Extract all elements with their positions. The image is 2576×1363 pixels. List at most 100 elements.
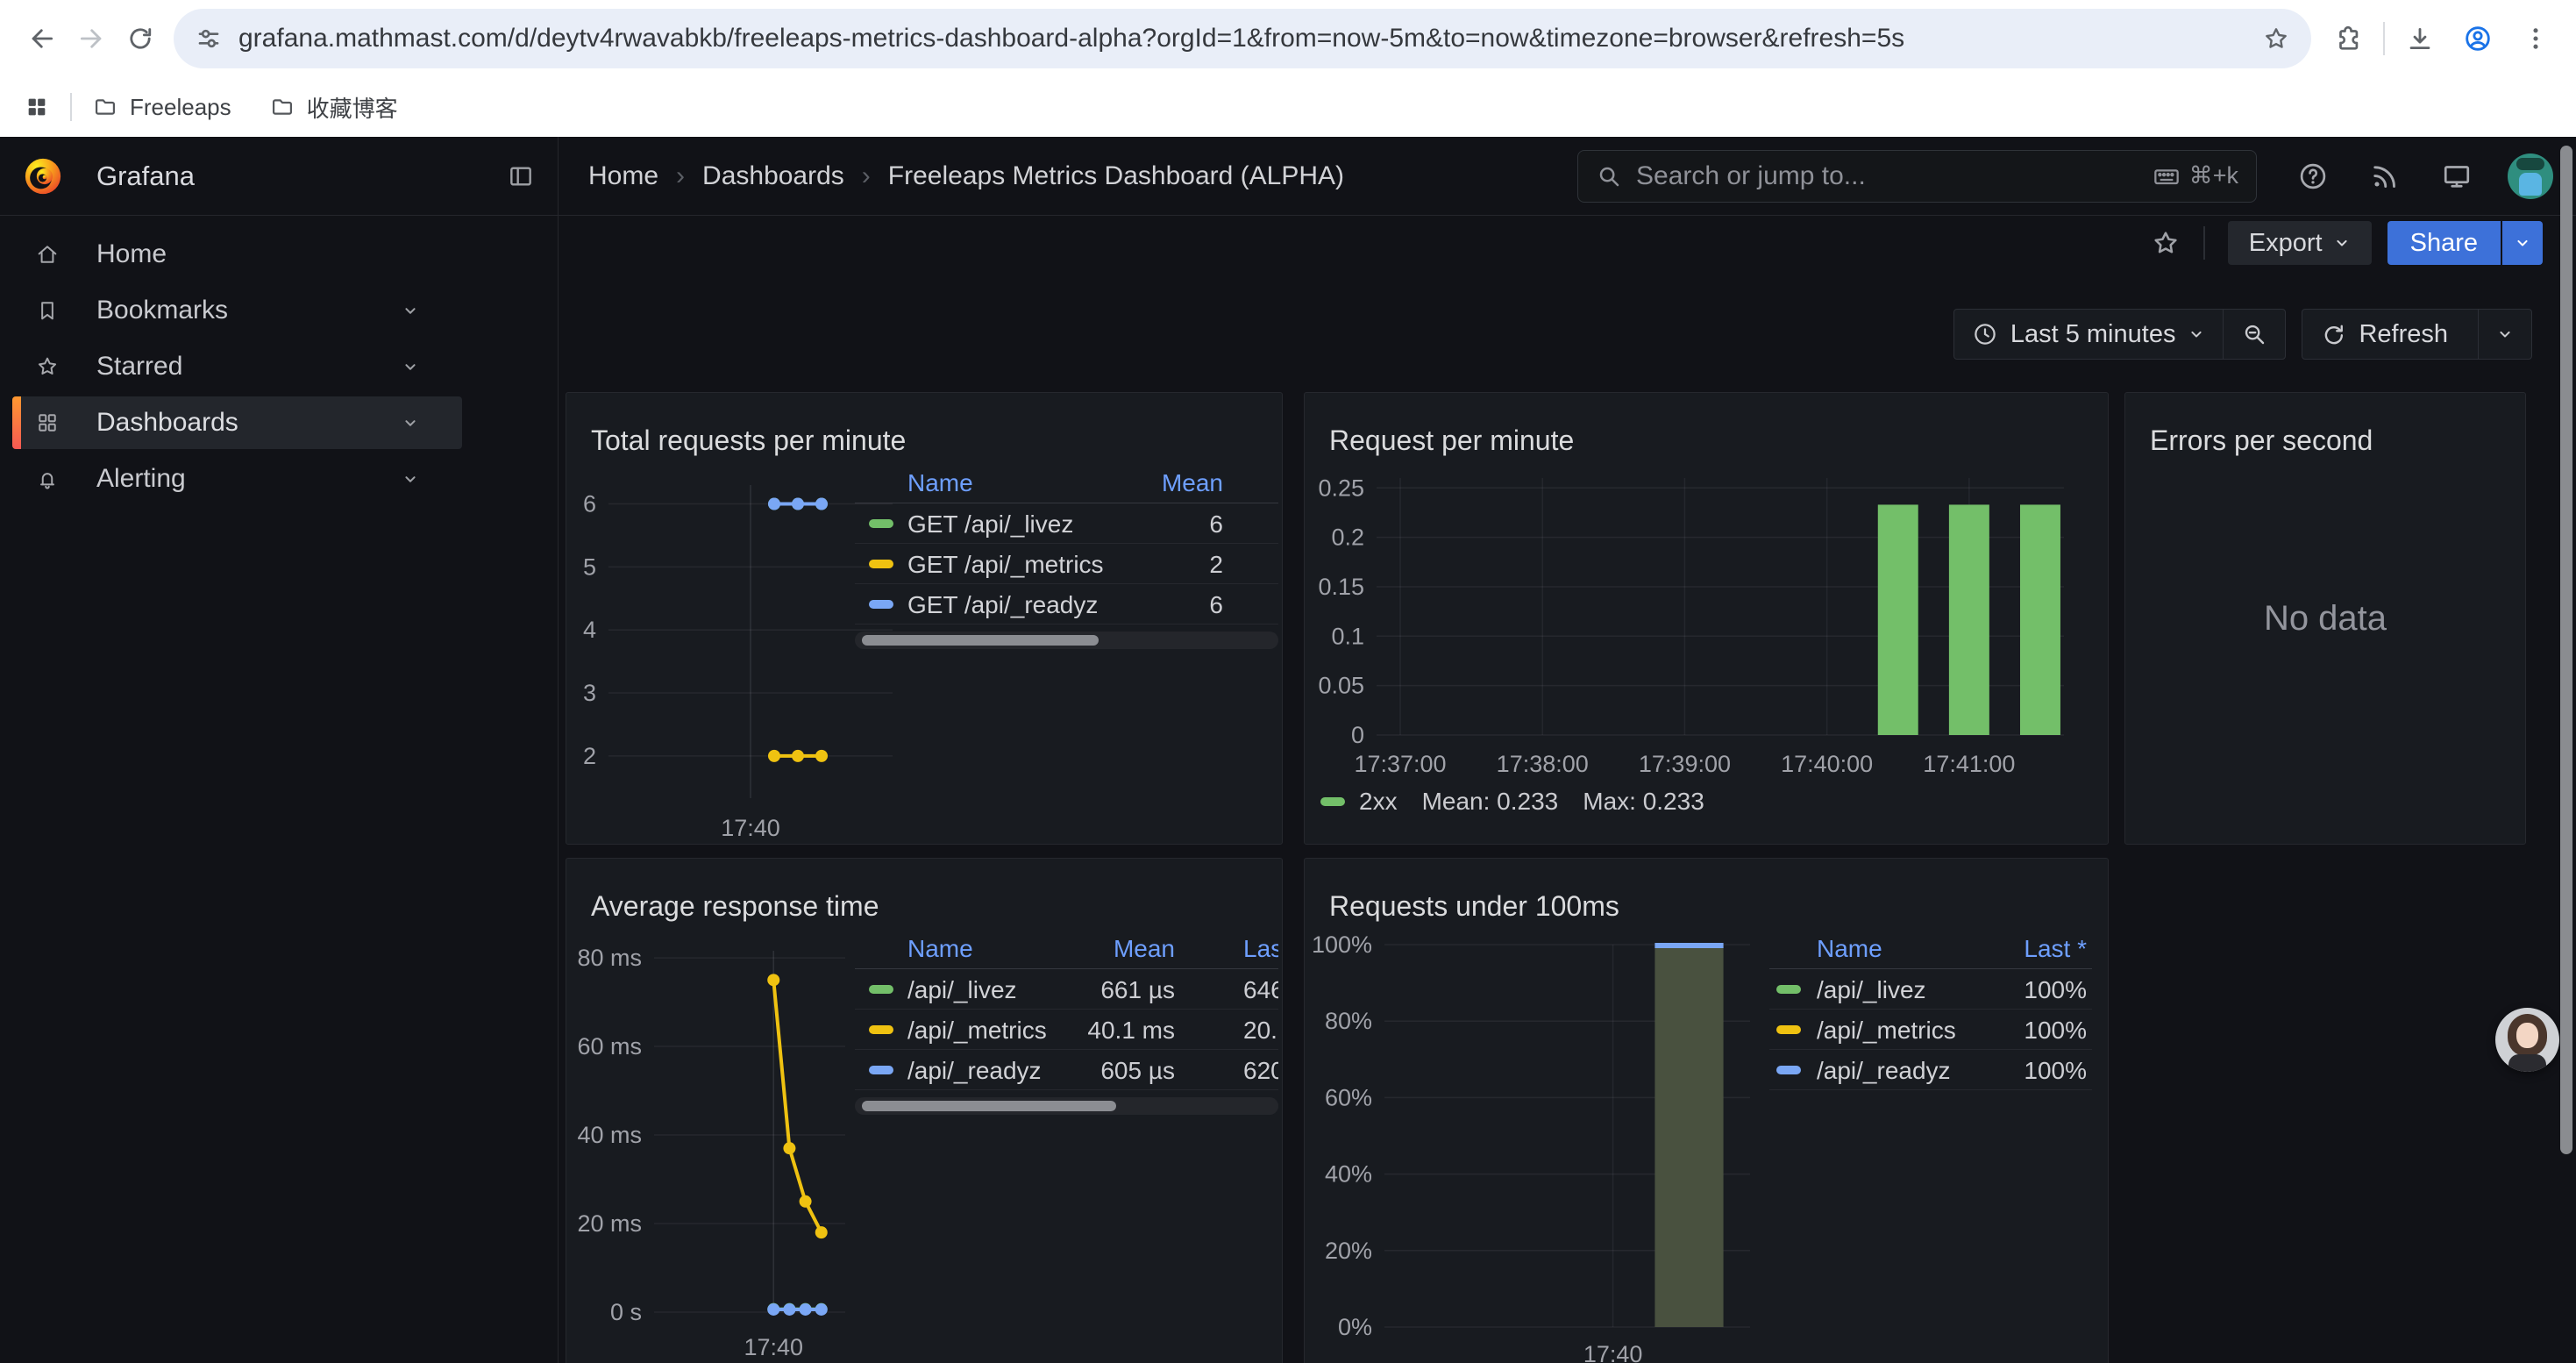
sidebar-item-label: Alerting [96, 464, 186, 494]
legend-scrollbar-thumb[interactable] [862, 1101, 1116, 1111]
sidebar-item-starred[interactable]: Starred [12, 340, 462, 393]
chevron-down-icon[interactable] [401, 469, 420, 489]
column-header[interactable]: Las [1243, 935, 1278, 963]
series-name[interactable]: GET /api/_metrics [907, 551, 1104, 579]
panel-request-per-minute[interactable]: Request per minute 00.050.10.150.20.2517… [1304, 392, 2109, 845]
column-header[interactable]: Mean [1114, 935, 1175, 963]
breadcrumb-item[interactable]: Freeleaps Metrics Dashboard (ALPHA) [888, 161, 1344, 191]
downloads-icon[interactable] [2397, 14, 2443, 63]
series-name[interactable]: /api/_readyz [1817, 1057, 1951, 1085]
sidebar-item-home[interactable]: Home [12, 228, 462, 281]
search-icon [1596, 163, 1622, 189]
collapse-sidebar-icon[interactable] [507, 162, 535, 190]
help-icon[interactable] [2297, 161, 2329, 192]
back-icon[interactable] [18, 14, 67, 63]
reload-icon[interactable] [116, 14, 165, 63]
legend-row[interactable]: /api/_livez661 µs646 [855, 969, 1278, 1010]
series-color-chip [1776, 985, 1801, 994]
column-header[interactable]: Name [907, 935, 973, 963]
sidebar-item-dashboards[interactable]: Dashboards [12, 396, 462, 449]
svg-text:5: 5 [583, 553, 596, 580]
bookmark-page-star-icon[interactable] [2262, 25, 2290, 53]
svg-text:17:40:00: 17:40:00 [1781, 751, 1873, 777]
svg-text:17:39:00: 17:39:00 [1639, 751, 1731, 777]
series-color-chip [869, 519, 893, 528]
favorite-star-icon[interactable] [2151, 228, 2181, 258]
column-header[interactable]: Name [907, 469, 973, 497]
legend-row[interactable]: /api/_readyz100% [1769, 1050, 2092, 1090]
chart-canvas: 00.050.10.150.20.2517:37:0017:38:0017:39… [1305, 393, 2110, 846]
user-avatar[interactable] [2508, 153, 2553, 199]
panel-total-requests-per-minute[interactable]: Total requests per minute 6543217:40 Nam… [566, 392, 1283, 845]
breadcrumb-item[interactable]: Dashboards [702, 161, 844, 191]
legend-row[interactable]: GET /api/_livez6 [855, 503, 1278, 544]
apps-grid-icon[interactable] [25, 95, 49, 119]
no-data-message-wrap: No data [2125, 393, 2525, 844]
share-menu-button[interactable] [2502, 221, 2543, 265]
share-button[interactable]: Share [2387, 221, 2501, 265]
breadcrumb-item[interactable]: Home [588, 161, 658, 191]
series-name[interactable]: /api/_metrics [907, 1017, 1047, 1045]
bookmark-label: 收藏博客 [307, 91, 398, 124]
kiosk-monitor-icon[interactable] [2441, 161, 2473, 192]
legend-scrollbar[interactable] [855, 632, 1278, 649]
series-name[interactable]: /api/_livez [907, 976, 1017, 1004]
legend-row[interactable]: GET /api/_readyz6 [855, 584, 1278, 624]
series-name[interactable]: /api/_metrics [1817, 1017, 1956, 1045]
refresh-interval-button[interactable] [2478, 310, 2531, 359]
address-bar[interactable]: grafana.mathmast.com/d/deytv4rwavabkb/fr… [174, 9, 2311, 68]
legend-row[interactable]: /api/_livez100% [1769, 969, 2092, 1010]
extensions-icon[interactable] [2325, 14, 2371, 63]
profile-icon[interactable] [2455, 14, 2501, 63]
floating-assistant-avatar[interactable] [2495, 1008, 2559, 1072]
legend-row[interactable]: GET /api/_metrics2 [855, 544, 1278, 584]
bookmarks-bar: Freeleaps 收藏博客 [0, 77, 2576, 137]
legend-row[interactable]: /api/_readyz605 µs620 [855, 1050, 1278, 1090]
avatar-graphic [2516, 158, 2544, 170]
zoom-out-button[interactable] [2223, 310, 2285, 359]
panel-requests-under-100ms[interactable]: Requests under 100ms 0%20%40%60%80%100%1… [1304, 858, 2109, 1363]
series-name[interactable]: 2xx [1359, 788, 1398, 816]
svg-text:80%: 80% [1325, 1008, 1372, 1034]
chevron-down-icon[interactable] [401, 413, 420, 432]
page-scrollbar[interactable] [2560, 146, 2572, 1154]
column-header[interactable]: Mean [1162, 469, 1223, 497]
breadcrumb-separator: › [676, 161, 685, 191]
column-header[interactable]: Last * [2024, 935, 2087, 963]
avatar-graphic [2508, 1054, 2546, 1072]
url-text[interactable]: grafana.mathmast.com/d/deytv4rwavabkb/fr… [238, 24, 2250, 54]
legend-row[interactable]: /api/_metrics100% [1769, 1010, 2092, 1050]
sidebar-item-alerting[interactable]: Alerting [12, 453, 462, 505]
time-range-picker[interactable]: Last 5 minutes [1954, 310, 2224, 359]
bookmark-folder-freeleaps[interactable]: Freeleaps [93, 94, 231, 121]
chevron-down-icon[interactable] [401, 357, 420, 376]
bookmark-folder-blogs[interactable]: 收藏博客 [270, 91, 398, 124]
forward-icon[interactable] [67, 14, 116, 63]
panel-errors-per-second[interactable]: Errors per second No data [2124, 392, 2526, 845]
search-input[interactable]: Search or jump to... ⌘+k [1577, 150, 2257, 203]
series-name[interactable]: /api/_readyz [907, 1057, 1042, 1085]
news-rss-icon[interactable] [2369, 161, 2401, 192]
svg-text:60 ms: 60 ms [577, 1033, 642, 1060]
series-color-chip [869, 1025, 893, 1034]
star-icon [35, 354, 60, 379]
panel-average-response-time[interactable]: Average response time 80 ms60 ms40 ms20 … [566, 858, 1283, 1363]
legend-scrollbar-thumb[interactable] [862, 635, 1099, 646]
browser-menu-icon[interactable] [2513, 14, 2558, 63]
legend-row[interactable]: /api/_metrics40.1 ms20.5 m [855, 1010, 1278, 1050]
export-button[interactable]: Export [2228, 221, 2372, 265]
svg-text:2: 2 [583, 743, 596, 769]
legend-scrollbar[interactable] [855, 1097, 1278, 1115]
grafana-logo[interactable] [23, 156, 63, 196]
sidebar-item-bookmarks[interactable]: Bookmarks [12, 284, 462, 337]
series-name[interactable]: GET /api/_livez [907, 510, 1073, 539]
column-header[interactable]: Name [1817, 935, 1882, 963]
refresh-button[interactable]: Refresh [2302, 310, 2478, 359]
svg-text:80 ms: 80 ms [577, 945, 642, 971]
series-name[interactable]: GET /api/_readyz [907, 591, 1098, 619]
chevron-down-icon[interactable] [401, 301, 420, 320]
svg-text:17:37:00: 17:37:00 [1354, 751, 1446, 777]
series-name[interactable]: /api/_livez [1817, 976, 1926, 1004]
panel-title[interactable]: Errors per second [2150, 425, 2373, 457]
site-settings-icon[interactable] [195, 25, 223, 53]
